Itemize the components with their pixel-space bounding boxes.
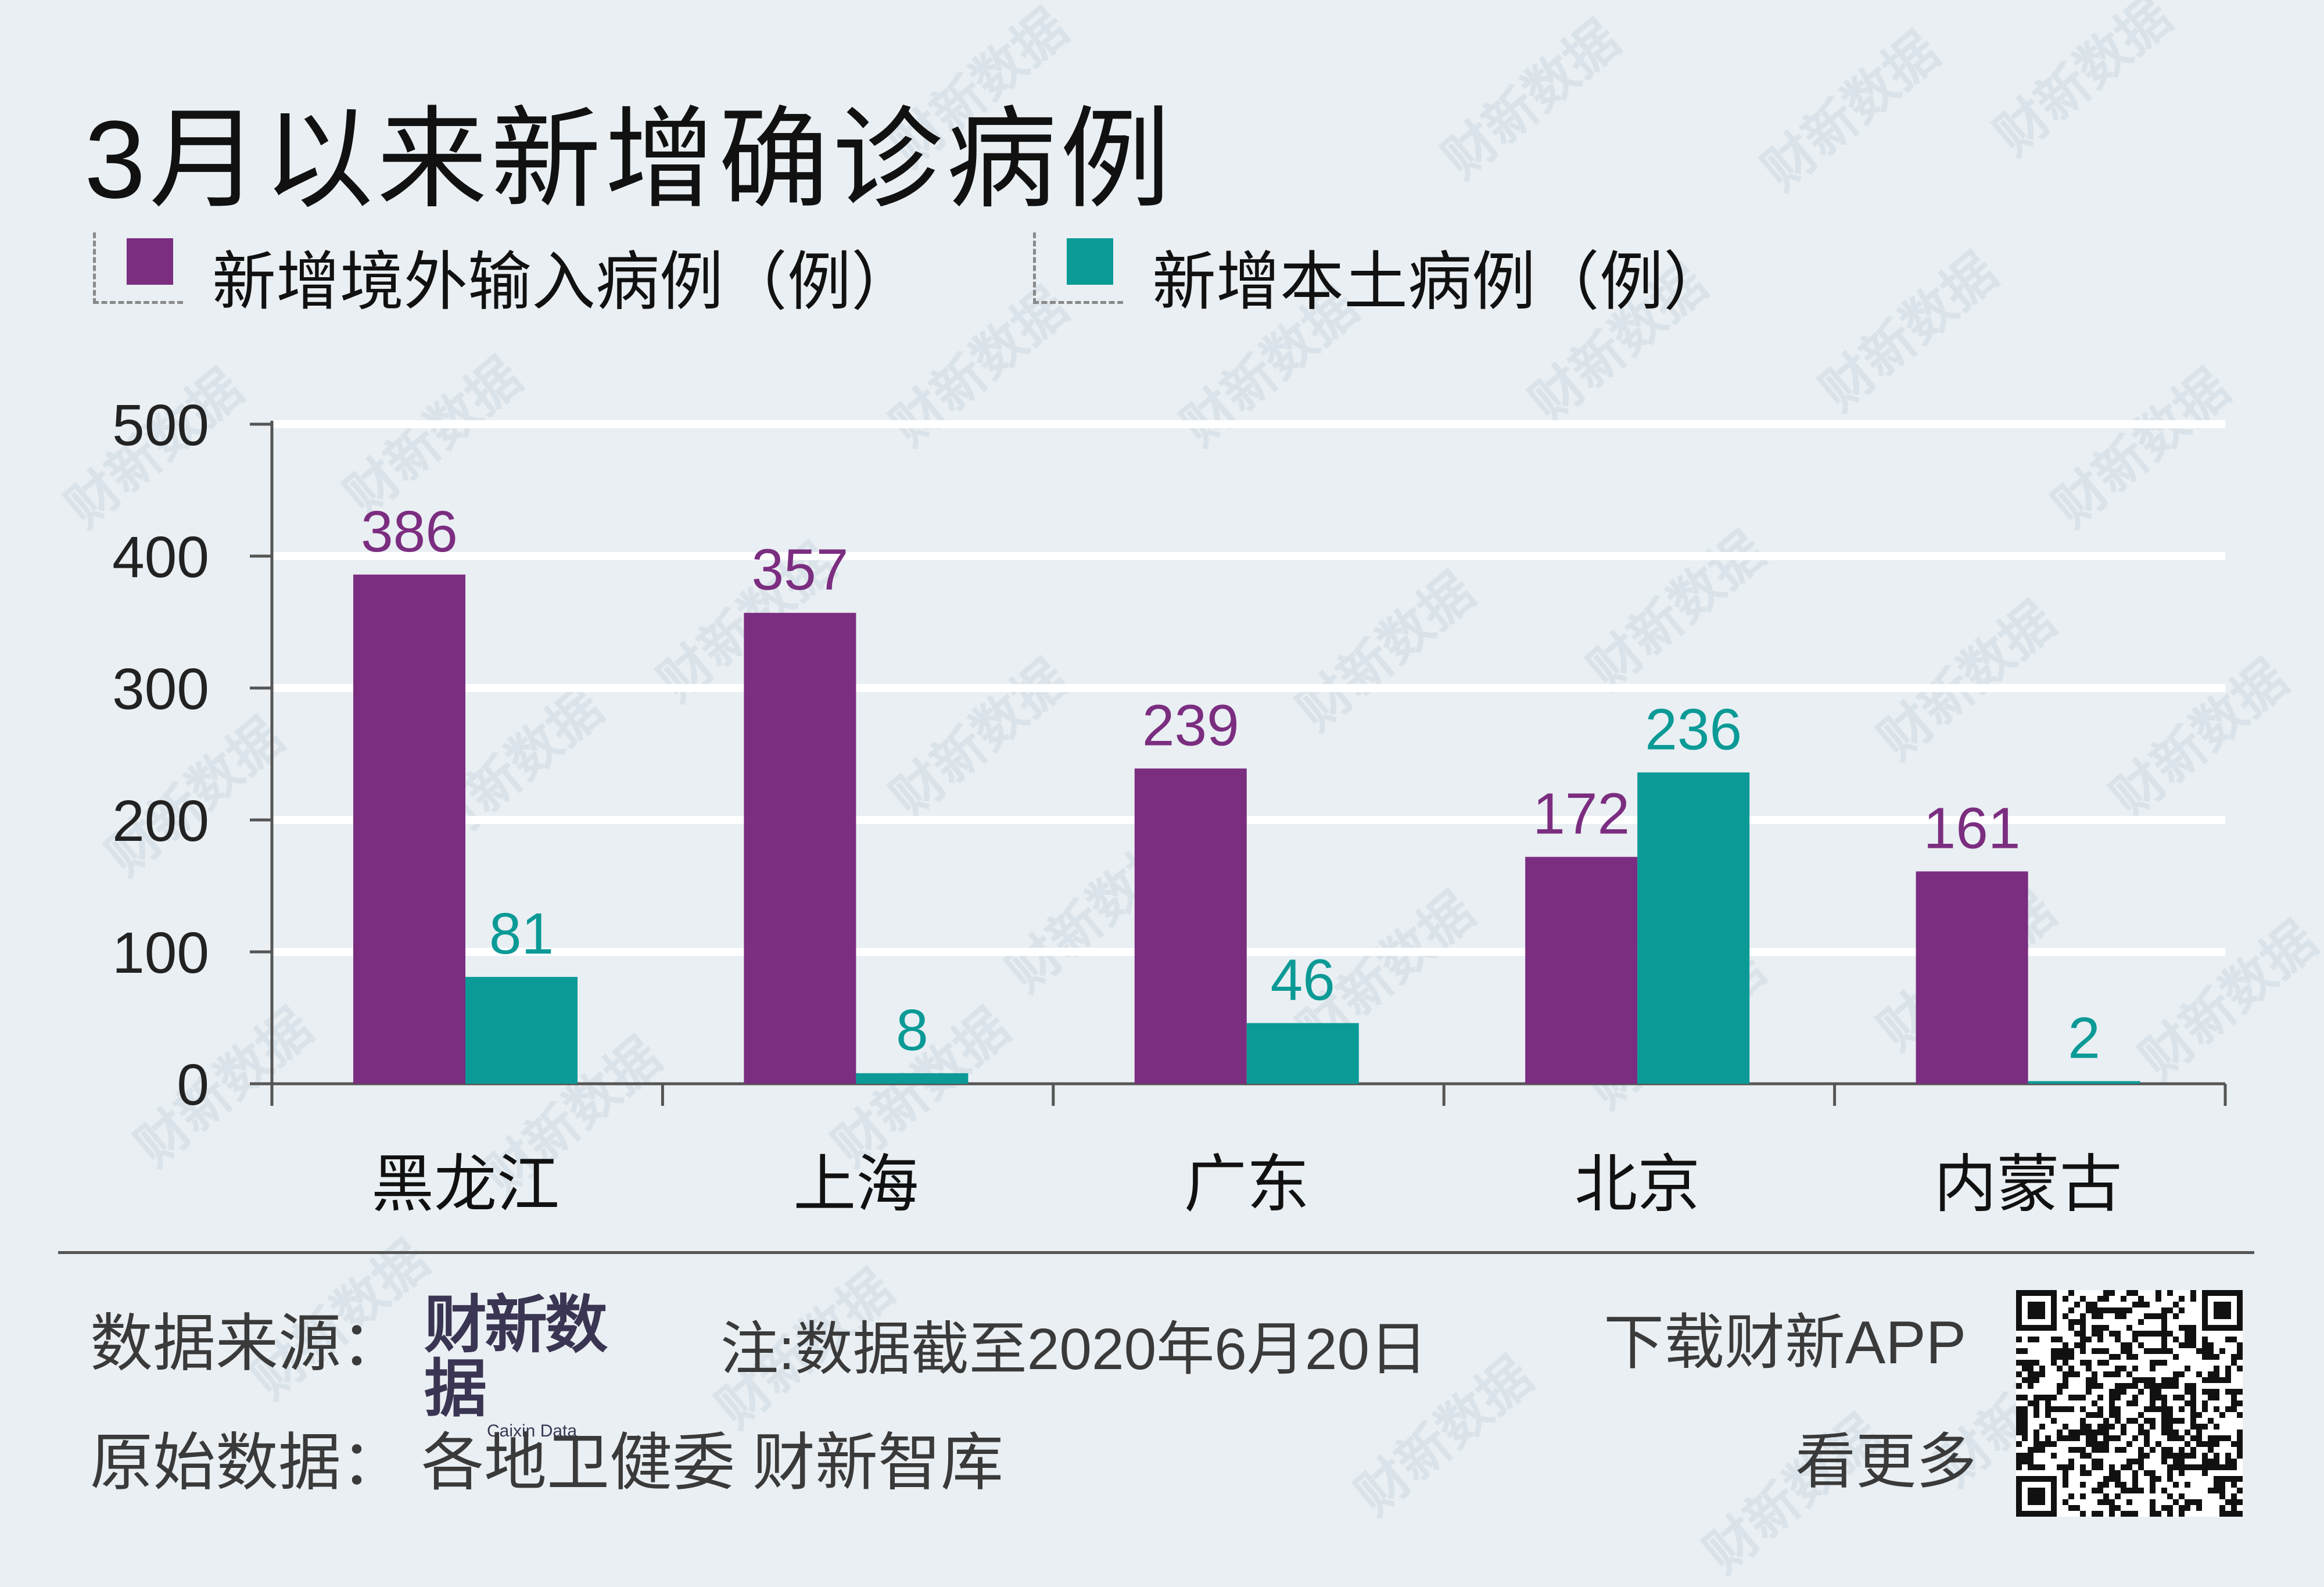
- bar-local: [1246, 1023, 1359, 1084]
- footer-divider: [58, 1251, 2254, 1254]
- data-label: 8: [896, 998, 928, 1063]
- qr-code-icon[interactable]: [2016, 1290, 2243, 1517]
- x-category-label: 上海: [793, 1149, 919, 1219]
- x-category-label: 内蒙古: [1934, 1149, 2122, 1219]
- y-tick-label: 100: [112, 920, 209, 986]
- y-tick-label: 400: [112, 525, 209, 590]
- legend-label-local: 新增本土病例（例）: [1152, 246, 1727, 318]
- legend-bracket: [93, 232, 183, 304]
- legend-bracket: [1033, 232, 1123, 304]
- data-label: 161: [1924, 796, 2021, 861]
- brand-subtitle: Caixin Data: [487, 1421, 578, 1441]
- chart-title: 3月以来新增确诊病例: [84, 98, 1174, 221]
- x-category-label: 广东: [1184, 1149, 1310, 1219]
- caixin-data-logo: 财新数据 Caixin Data: [424, 1293, 651, 1441]
- bar-local: [465, 977, 578, 1084]
- download-app-text: 下载财新APP: [1604, 1309, 1967, 1377]
- bar-imported: [1916, 871, 2028, 1084]
- data-label: 2: [2068, 1005, 2100, 1070]
- data-label: 357: [751, 538, 848, 603]
- see-more-text: 看更多: [1795, 1428, 1977, 1496]
- y-tick-label: 300: [112, 657, 209, 722]
- data-note: 注:数据截至2020年6月20日: [720, 1317, 1428, 1382]
- data-label: 386: [361, 499, 458, 564]
- source-label: 数据来源：: [90, 1308, 404, 1378]
- data-label: 239: [1142, 693, 1239, 758]
- bar-local: [2028, 1081, 2140, 1084]
- y-tick-label: 500: [112, 393, 209, 458]
- origin-source: 原始数据： 各地卫健委 财新智库: [90, 1427, 1004, 1498]
- legend-label-imported: 新增境外输入病例（例）: [212, 246, 915, 318]
- legend-swatch-imported: [127, 238, 173, 285]
- bar-imported: [353, 574, 465, 1084]
- data-label: 236: [1645, 697, 1742, 762]
- y-tick-label: 200: [112, 789, 209, 854]
- brand-name: 财新数据: [424, 1289, 608, 1424]
- bar-chart: 0 100 200 300 400 500 386 81 黑龙江 357 8 上海 239 46 广东 172…: [112, 393, 2227, 1219]
- data-label: 46: [1271, 948, 1335, 1013]
- bar-local: [856, 1073, 969, 1084]
- bar-local: [1637, 772, 1750, 1084]
- bar-imported: [744, 612, 856, 1084]
- bar-imported: [1525, 857, 1638, 1084]
- bar-imported: [1134, 768, 1247, 1084]
- x-category-label: 黑龙江: [371, 1149, 560, 1219]
- legend-swatch-local: [1067, 238, 1113, 285]
- data-label: 81: [489, 901, 554, 966]
- data-label: 172: [1533, 782, 1630, 847]
- x-category-label: 北京: [1575, 1149, 1700, 1219]
- y-tick-label: 0: [177, 1052, 209, 1117]
